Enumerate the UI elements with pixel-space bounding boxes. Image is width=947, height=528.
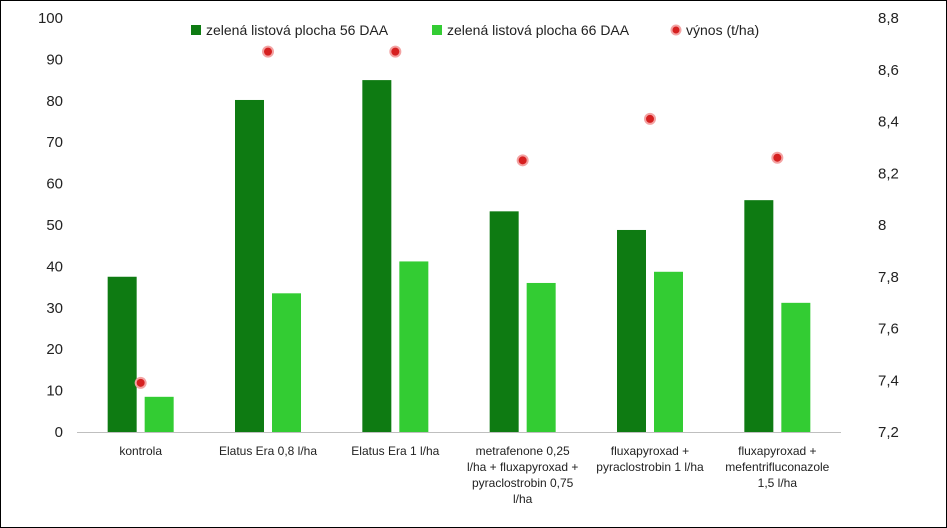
y-left-tick-label: 10 bbox=[46, 383, 63, 400]
category-label: fluxapyroxad + mefentrifluconazole 1,5 l/h… bbox=[725, 444, 829, 490]
category-label: Elatus Era 0,8 l/ha bbox=[219, 444, 317, 458]
legend-item: zelená listová plocha 66 DAA bbox=[432, 22, 630, 38]
legend: zelená listová plocha 56 DAA zelená listo… bbox=[191, 22, 759, 38]
y-right-tick-label: 8,2 bbox=[878, 165, 899, 182]
points bbox=[134, 45, 784, 389]
bar bbox=[744, 200, 774, 432]
tick-labels: 0 10 20 30 40 50 60 70 80 90 100 7,2 7,4 7,6 7,8 8 8,2 8,… bbox=[38, 10, 899, 441]
bars bbox=[107, 80, 811, 433]
y-left-tick-label: 100 bbox=[38, 10, 63, 27]
yield-point bbox=[771, 151, 784, 164]
bar bbox=[654, 271, 683, 432]
yield-point bbox=[516, 154, 529, 167]
bar bbox=[399, 261, 429, 432]
bar bbox=[235, 99, 264, 433]
legend-marker bbox=[670, 24, 682, 36]
category-labels: kontrola Elatus Era 0,8 l/ha Elatus Era 1 … bbox=[119, 444, 829, 506]
y-right-tick-label: 8,4 bbox=[878, 114, 899, 131]
y-right-tick-label: 7,2 bbox=[878, 424, 899, 441]
bar bbox=[781, 302, 811, 432]
y-left-tick-label: 90 bbox=[46, 51, 63, 68]
y-left-tick-label: 20 bbox=[46, 341, 63, 358]
legend-swatch bbox=[432, 25, 442, 35]
category-label: fluxapyroxad + pyraclostrobin 1 l/ha bbox=[596, 444, 704, 474]
bar bbox=[362, 80, 392, 432]
bar bbox=[144, 396, 174, 432]
y-left-tick-label: 0 bbox=[55, 424, 63, 441]
y-right-tick-label: 8 bbox=[878, 217, 886, 234]
bar bbox=[617, 229, 646, 432]
y-left-tick-label: 30 bbox=[46, 300, 63, 317]
legend-label: výnos (t/ha) bbox=[686, 22, 759, 38]
bar bbox=[272, 293, 301, 432]
legend-item: výnos (t/ha) bbox=[670, 22, 759, 38]
legend-label: zelená listová plocha 66 DAA bbox=[447, 22, 630, 38]
y-left-tick-label: 80 bbox=[46, 93, 63, 110]
bar bbox=[526, 282, 556, 432]
category-label: kontrola bbox=[119, 444, 162, 458]
bar bbox=[489, 211, 519, 432]
y-right-tick-label: 8,8 bbox=[878, 10, 899, 27]
y-left-tick-label: 60 bbox=[46, 176, 63, 193]
category-label: metrafenone 0,25 l/ha + fluxapyroxad + pyr… bbox=[467, 444, 578, 506]
yield-point bbox=[389, 45, 402, 58]
y-left-tick-label: 70 bbox=[46, 134, 63, 151]
y-right-tick-label: 7,8 bbox=[878, 269, 899, 286]
yield-point bbox=[134, 376, 147, 389]
y-left-tick-label: 50 bbox=[46, 217, 63, 234]
yield-point bbox=[262, 45, 274, 58]
y-right-tick-label: 7,4 bbox=[878, 372, 899, 389]
yield-point bbox=[644, 112, 656, 125]
y-left-tick-label: 40 bbox=[46, 258, 63, 275]
legend-swatch bbox=[191, 25, 201, 35]
y-right-tick-label: 8,6 bbox=[878, 62, 899, 79]
legend-label: zelená listová plocha 56 DAA bbox=[206, 22, 389, 38]
y-right-tick-label: 7,6 bbox=[878, 321, 899, 338]
legend-item: zelená listová plocha 56 DAA bbox=[191, 22, 389, 38]
category-label: Elatus Era 1 l/ha bbox=[351, 444, 439, 458]
bar bbox=[107, 276, 137, 432]
